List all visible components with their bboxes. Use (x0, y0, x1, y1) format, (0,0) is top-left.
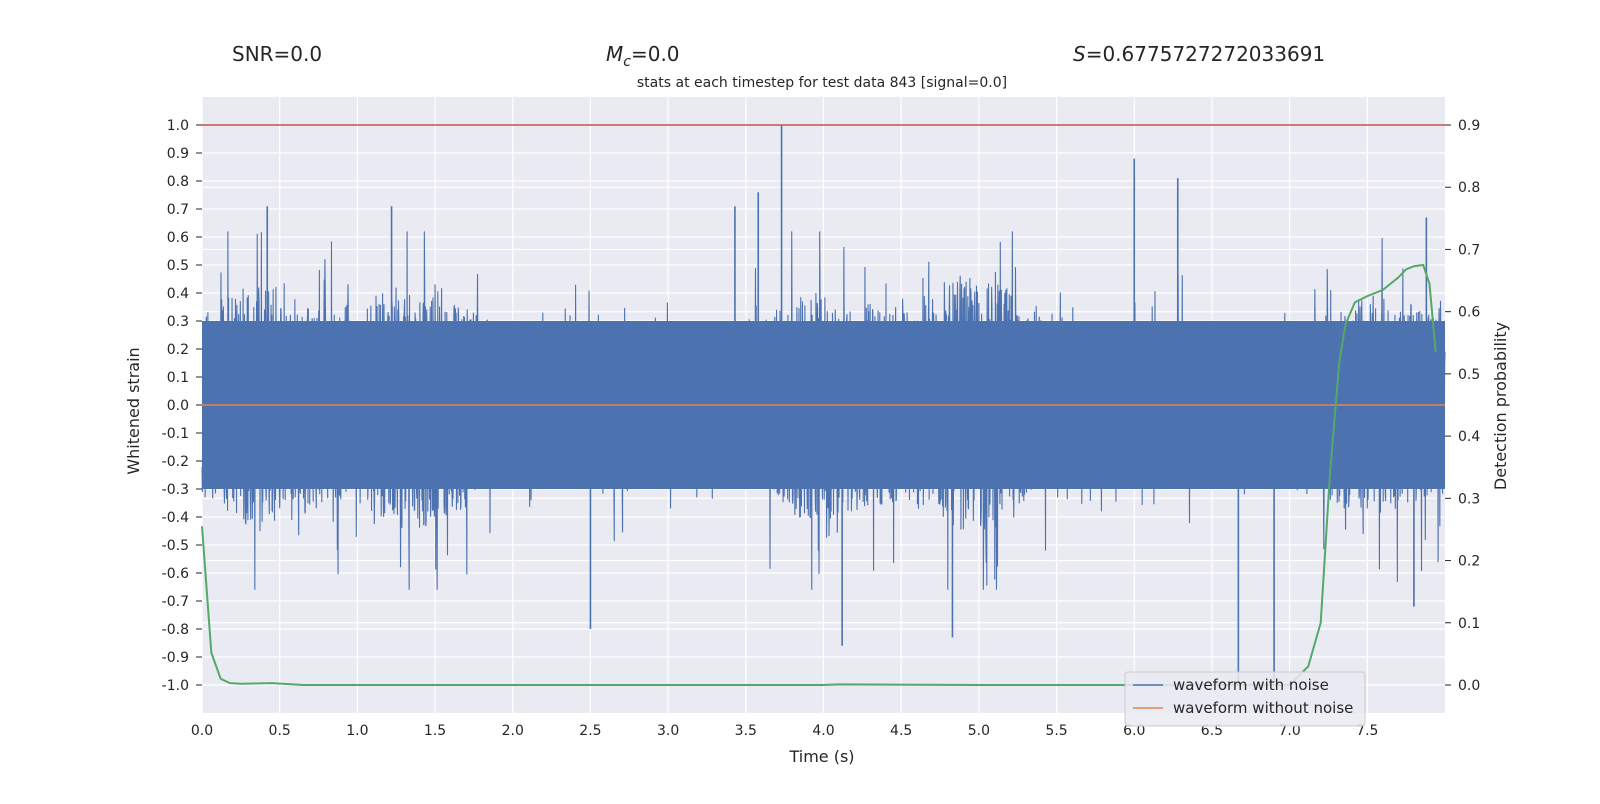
y-tick-label: 0.4 (167, 286, 189, 302)
y-tick-label: -0.6 (162, 566, 189, 582)
y-tick-label: 0.6 (167, 230, 189, 246)
x-tick-label: 2.5 (579, 723, 601, 739)
y-tick-label: 0.1 (167, 370, 189, 386)
x-tick-label: 1.0 (346, 723, 368, 739)
y-tick-label: 0.7 (167, 202, 189, 218)
y-tick-label: -0.8 (162, 622, 189, 638)
legend-label-clean: waveform without noise (1173, 699, 1353, 717)
y-tick-label: -0.2 (162, 454, 189, 470)
y-tick-label: -0.1 (162, 426, 189, 442)
y2-tick-label: 0.6 (1458, 305, 1480, 321)
ticks: 0.0 0.5 1.0 1.5 2.0 2.5 3.0 3.5 4.0 4.5 5.0 5.5 6.0 6… (162, 118, 1481, 739)
x-tick-label: 1.5 (424, 723, 446, 739)
y-tick-label: -0.7 (162, 594, 189, 610)
snr-stat: SNR=0.0 (232, 42, 322, 66)
y2-tick-label: 0.3 (1458, 491, 1480, 507)
y2-tick-label: 0.8 (1458, 180, 1480, 196)
y-tick-label: 1.0 (167, 118, 189, 134)
x-tick-label: 2.0 (502, 723, 524, 739)
mc-value: =0.0 (631, 42, 680, 66)
mc-stat: Mc=0.0 (606, 42, 680, 70)
y-tick-label: -0.9 (162, 650, 189, 666)
legend: waveform with noise waveform without noi… (1124, 671, 1366, 727)
y-tick-label: 0.9 (167, 146, 189, 162)
y-tick-label: -1.0 (162, 678, 189, 694)
y-tick-label: 0.2 (167, 342, 189, 358)
chart-title: stats at each timestep for test data 843… (637, 75, 1007, 91)
x-tick-label: 0.5 (269, 723, 291, 739)
y2-tick-label: 0.0 (1458, 678, 1480, 694)
y-tick-label: 0.0 (167, 398, 189, 414)
series-layer (201, 124, 1446, 686)
x-tick-label: 4.0 (812, 723, 834, 739)
s-stat: S=0.6775727272033691 (1073, 42, 1325, 66)
x-tick-label: 4.5 (890, 723, 912, 739)
x-tick-label: 6.5 (1201, 723, 1223, 739)
legend-label-noise: waveform with noise (1173, 676, 1329, 694)
y-axis-label: Whitened strain (124, 347, 143, 474)
y2-tick-label: 0.1 (1458, 616, 1480, 632)
x-tick-label: 7.5 (1356, 723, 1378, 739)
y-tick-label: 0.8 (167, 174, 189, 190)
y2-axis-label: Detection probability (1491, 322, 1510, 490)
legend-box (1124, 671, 1366, 727)
x-tick-label: 5.5 (1045, 723, 1067, 739)
x-tick-label: 7.0 (1278, 723, 1300, 739)
y2-tick-label: 0.7 (1458, 242, 1480, 258)
y2-tick-label: 0.2 (1458, 554, 1480, 570)
x-axis-label: Time (s) (788, 747, 854, 766)
s-value: =0.6775727272033691 (1086, 42, 1325, 66)
y-tick-label: -0.3 (162, 482, 189, 498)
x-tick-label: 3.0 (657, 723, 679, 739)
x-tick-label: 3.5 (735, 723, 757, 739)
y-tick-label: 0.5 (167, 258, 189, 274)
s-symbol: S (1073, 42, 1086, 66)
y2-tick-label: 0.4 (1458, 429, 1480, 445)
y2-tick-label: 0.5 (1458, 367, 1480, 383)
x-tick-label: 0.0 (191, 723, 213, 739)
y-tick-label: -0.4 (162, 510, 189, 526)
mc-subscript: c (623, 54, 631, 70)
y-tick-label: -0.5 (162, 538, 189, 554)
y2-tick-label: 0.9 (1458, 118, 1480, 134)
mc-symbol: M (606, 42, 623, 66)
y-tick-label: 0.3 (167, 314, 189, 330)
x-tick-label: 6.0 (1123, 723, 1145, 739)
x-tick-label: 5.0 (968, 723, 990, 739)
